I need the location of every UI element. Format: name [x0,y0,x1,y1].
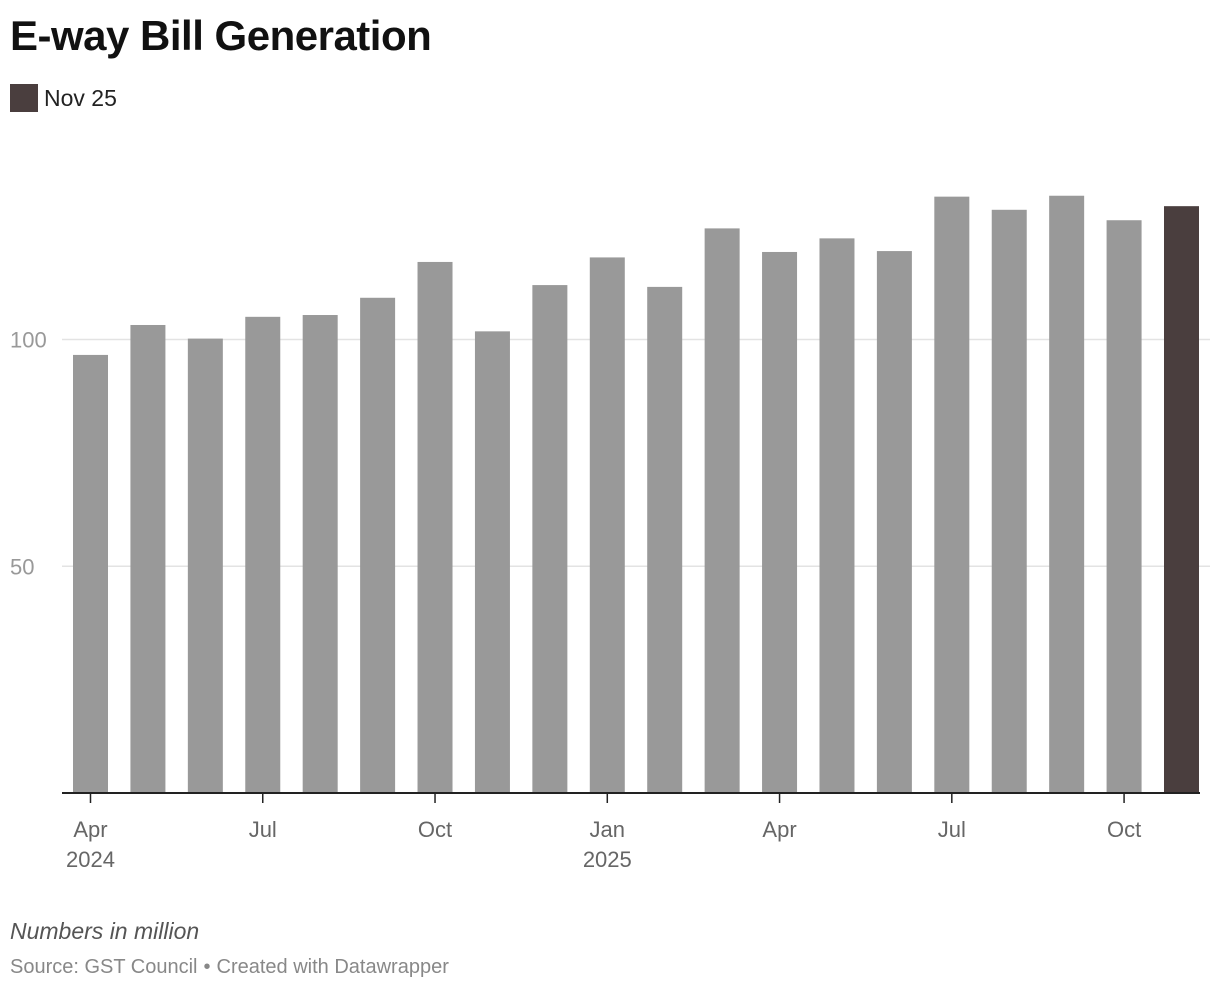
bar-jan-2025 [589,257,625,793]
legend-label: Nov 25 [44,84,117,111]
bar-sep-2025 [1049,195,1085,794]
x-tick-label: Apr [762,817,796,842]
source-text: Source: GST Council [10,956,198,978]
bar-jul-2024 [245,316,281,793]
chart-title: E-way Bill Generation [10,12,432,59]
bar-nov-2025 [1164,206,1199,793]
bar-aug-2024 [302,315,338,793]
bar-jun-2024 [187,338,223,793]
x-tick-label: Oct [1107,817,1141,842]
bar-apr-2024 [73,354,108,793]
bar-jul-2025 [934,196,970,793]
x-tick-label: Jul [249,817,277,842]
bar-oct-2025 [1106,220,1142,794]
x-tick-label: Oct [418,817,452,842]
bar-apr-2025 [762,251,798,794]
x-tick-label: Apr [73,817,107,842]
bar-dec-2024 [532,285,568,793]
units-note: Numbers in million [10,918,200,944]
bar-mar-2025 [704,228,740,793]
x-tick-label: Jul [938,817,966,842]
bar-aug-2025 [991,209,1027,793]
y-tick-label-50: 50 [10,554,34,579]
y-tick-label-100: 100 [10,328,47,353]
x-tick-label: Jan [590,817,625,842]
x-tick-sublabel: 2025 [583,847,632,872]
bar-jun-2025 [876,251,912,793]
source-line: Source: GST Council • Created with Datawra… [10,956,449,979]
legend: Nov 25 [10,84,117,112]
bar-oct-2024 [417,261,453,793]
source-separator: • [203,956,211,978]
credit-text: Created with Datawrapper [216,956,449,978]
bar-nov-2024 [474,331,510,793]
bar-sep-2024 [360,297,396,793]
legend-swatch [10,84,38,112]
bar-may-2024 [130,324,166,793]
bar-may-2025 [819,238,855,793]
x-tick-sublabel: 2024 [66,847,115,872]
bar-feb-2025 [647,286,683,793]
